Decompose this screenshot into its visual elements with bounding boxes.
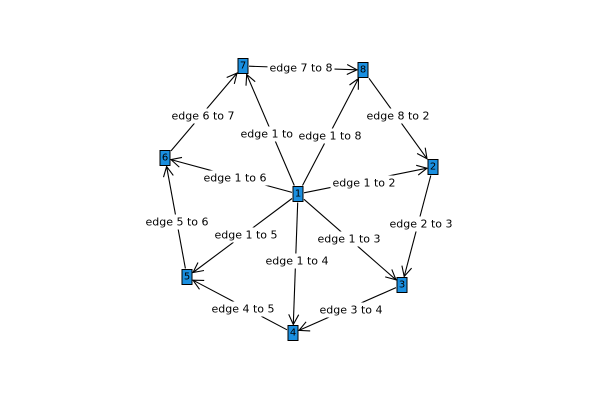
edge-label-background	[212, 227, 280, 243]
edge-label-4-to-5: edge 4 to 5	[209, 301, 277, 317]
arrowhead	[416, 164, 429, 176]
edge-label-1-to-3: edge 1 to 3	[315, 231, 383, 247]
arrowhead	[385, 269, 397, 281]
arrowhead	[346, 64, 359, 75]
edge-label-text: edge 1 to 6	[203, 172, 266, 185]
arrowhead	[191, 279, 205, 290]
edge-label-1-to-8: edge 1 to 8	[296, 128, 364, 144]
node-5: 5	[181, 269, 193, 285]
edge-label-text: edge 1 to 3	[317, 233, 380, 246]
edge-label-background	[169, 108, 237, 124]
node-box	[287, 325, 299, 341]
edge-label-background	[209, 301, 277, 317]
edge-label-text: edge 1 to 8	[298, 130, 361, 143]
edge-label-text: edge 1 to 2	[332, 177, 395, 190]
edge-label-background	[201, 170, 269, 186]
edge-label-text: edge 1 to 5	[214, 229, 277, 242]
arrowhead	[401, 265, 413, 278]
arrowhead	[162, 165, 174, 178]
node-label: 8	[360, 65, 366, 76]
edge-label-background	[364, 108, 432, 124]
edge-label-1-to-6: edge 1 to 6	[201, 170, 269, 186]
edge-label-text: edge 3 to 4	[319, 304, 382, 317]
edge-label-text: edge 1 to 4	[265, 255, 328, 268]
node-box	[427, 159, 439, 175]
edge-label-5-to-6: edge 5 to 6	[143, 214, 211, 230]
arrowhead	[169, 156, 183, 168]
arrowhead	[192, 262, 205, 274]
edge-label-background	[387, 216, 455, 232]
node-label: 5	[184, 272, 190, 283]
node-4: 4	[287, 325, 299, 341]
nodes-layer: 1 2 3 4 5 6 7 8	[159, 58, 439, 341]
edge-label-text: edge 6 to 7	[171, 110, 234, 123]
edge-label-1-to-4: edge 1 to 4	[263, 253, 331, 269]
edge-label-1-to-7: edge 1 to 7	[238, 126, 306, 142]
edge-label-background	[296, 128, 364, 144]
edge-label-background	[317, 302, 385, 318]
node-label: 3	[399, 280, 405, 291]
edge-label-text: edge 4 to 5	[211, 303, 274, 316]
edge-label-7-to-8: edge 7 to 8	[267, 60, 335, 76]
node-box	[237, 58, 249, 74]
edge-label-8-to-2: edge 8 to 2	[364, 108, 432, 124]
arrowhead	[226, 72, 238, 85]
edge-label-3-to-4: edge 3 to 4	[317, 302, 385, 318]
edge-label-background	[143, 214, 211, 230]
edge-label-2-to-3: edge 2 to 3	[387, 216, 455, 232]
arrowhead	[297, 321, 311, 332]
edge-label-background	[267, 60, 335, 76]
arrowhead	[349, 77, 360, 90]
arrowhead	[416, 147, 428, 160]
edge-label-background	[315, 231, 383, 247]
node-label: 1	[295, 189, 301, 200]
node-3: 3	[396, 277, 408, 293]
arrowhead	[288, 314, 300, 326]
node-6: 6	[159, 150, 171, 166]
edge-label-1-to-2: edge 1 to 2	[330, 175, 398, 191]
edge-label-text: edge 1 to 7	[240, 128, 303, 141]
edge-label-1-to-5: edge 1 to 5	[212, 227, 280, 243]
edge-label-background	[330, 175, 398, 191]
node-box	[181, 269, 193, 285]
node-label: 2	[430, 162, 436, 173]
node-box	[357, 62, 369, 78]
edge-label-background	[238, 126, 306, 142]
edge-label-text: edge 2 to 3	[389, 218, 452, 231]
node-label: 6	[162, 153, 168, 164]
node-7: 7	[237, 58, 249, 74]
node-box	[292, 186, 304, 202]
edge-label-text: edge 5 to 6	[145, 216, 208, 229]
edge-label-background	[263, 253, 331, 269]
edge-labels-layer: edge 1 to 2 edge 1 to 3 edge 1 to 4 edge 1 …	[143, 60, 455, 318]
node-8: 8	[357, 62, 369, 78]
node-label: 4	[290, 328, 296, 339]
node-label: 7	[240, 61, 246, 72]
arrowhead	[245, 73, 256, 86]
node-box	[159, 150, 171, 166]
edge-label-6-to-7: edge 6 to 7	[169, 108, 237, 124]
node-1: 1	[292, 186, 304, 202]
edge-label-text: edge 7 to 8	[269, 62, 332, 75]
edge-label-text: edge 8 to 2	[366, 110, 429, 123]
node-2: 2	[427, 159, 439, 175]
node-box	[396, 277, 408, 293]
